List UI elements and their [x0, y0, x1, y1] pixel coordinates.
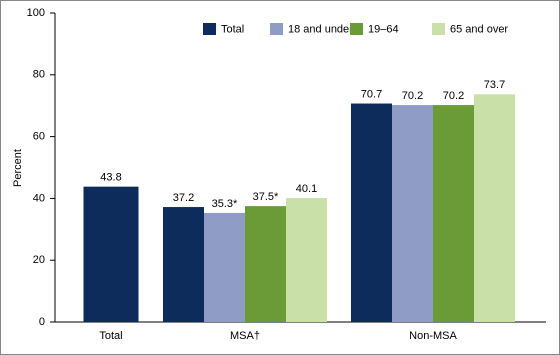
x-tick-label: Non-MSA [409, 330, 457, 342]
value-label: 43.8 [100, 172, 121, 184]
bar [392, 105, 433, 322]
y-axis-label: Percent [12, 149, 24, 187]
legend-label: 19–64 [368, 23, 399, 35]
bar [351, 103, 392, 322]
legend-swatch [350, 23, 363, 35]
value-label: 37.2 [173, 192, 194, 204]
bar [204, 212, 245, 322]
y-tick-label: 100 [27, 7, 45, 19]
value-label: 37.5* [253, 191, 279, 203]
value-label: 70.2 [402, 90, 423, 102]
bar [474, 94, 515, 322]
legend-swatch [432, 23, 445, 35]
legend-label: Total [221, 23, 244, 35]
bar [163, 207, 204, 322]
bar [286, 198, 327, 322]
legend-swatch [270, 23, 283, 35]
legend-label: 65 and over [450, 23, 508, 35]
bar [83, 186, 139, 322]
y-tick-label: 20 [33, 254, 45, 266]
value-label: 70.2 [443, 90, 464, 102]
x-tick-label: MSA† [230, 330, 260, 342]
value-label: 70.7 [361, 88, 382, 100]
y-tick-label: 40 [33, 192, 45, 204]
bar [245, 206, 286, 322]
value-label: 73.7 [484, 79, 505, 91]
y-tick-label: 0 [39, 316, 45, 328]
x-tick-label: Total [99, 330, 122, 342]
value-label: 40.1 [296, 183, 317, 195]
legend-swatch [203, 23, 216, 35]
y-tick-label: 80 [33, 69, 45, 81]
bar [433, 105, 474, 322]
y-tick-label: 60 [33, 131, 45, 143]
value-label: 35.3* [212, 198, 238, 210]
legend-label: 18 and under [288, 23, 353, 35]
